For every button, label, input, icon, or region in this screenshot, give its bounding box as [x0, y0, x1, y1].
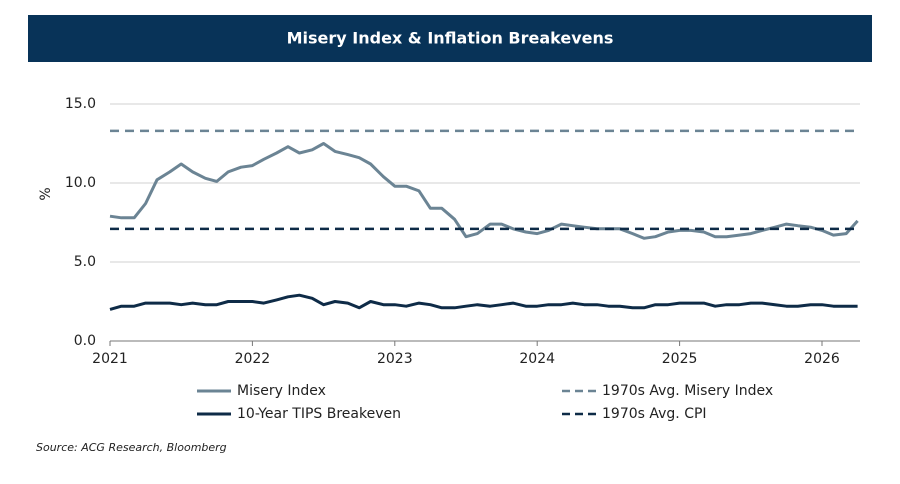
legend-label: 1970s Avg. CPI	[602, 406, 707, 422]
x-tick-label: 2026	[804, 351, 840, 367]
title-band	[28, 15, 872, 62]
x-tick-label: 2025	[662, 351, 698, 367]
legend-label: 10-Year TIPS Breakeven	[237, 406, 401, 422]
y-tick-label: 10.0	[65, 175, 96, 191]
y-tick-label: 0.0	[74, 333, 96, 349]
x-tick-label: 2022	[235, 351, 271, 367]
x-tick-label: 2024	[519, 351, 555, 367]
series-line	[109, 293, 858, 311]
source: Source: ACG Research, Bloomberg	[36, 441, 227, 454]
x-tick-label: 2021	[92, 351, 128, 367]
legend-label: Misery Index	[237, 383, 326, 399]
x-tick-label: 2023	[377, 351, 413, 367]
y-tick-label: 15.0	[65, 96, 96, 112]
series-line	[109, 142, 859, 240]
y-axis-label: %	[38, 187, 54, 200]
chart-title: Misery Index & Inflation Breakevens	[287, 29, 614, 48]
legend-label: 1970s Avg. Misery Index	[602, 383, 773, 399]
y-tick-label: 5.0	[74, 254, 96, 270]
